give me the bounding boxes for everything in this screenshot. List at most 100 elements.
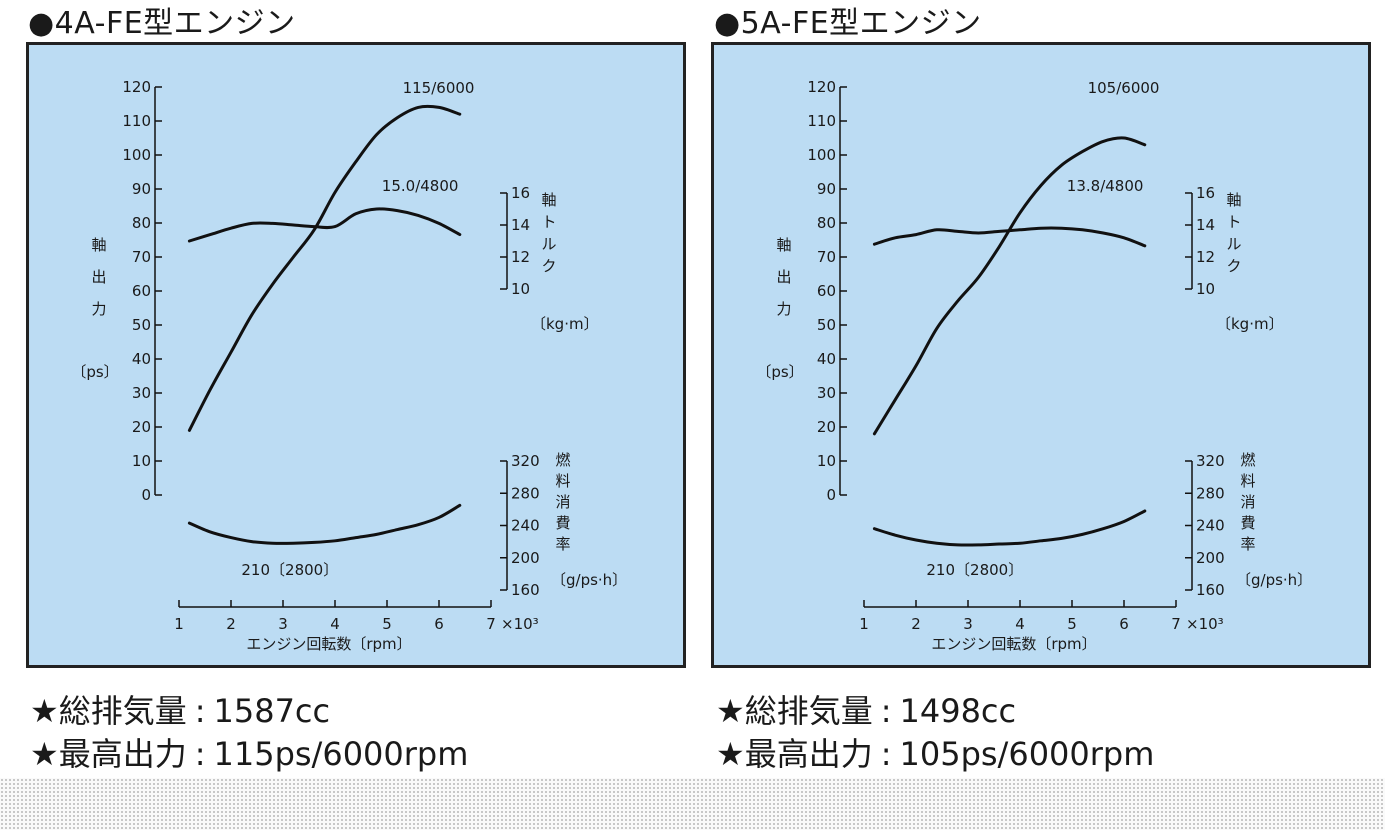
chart-5a-x-tick-label: 7 (1171, 615, 1181, 633)
chart-5a-torque-tick-label: 16 (1196, 184, 1215, 202)
chart-5a-torque-tick-label: 12 (1196, 248, 1215, 266)
specs-4a: ★総排気量:1587cc ★最高出力:115ps/6000rpm (30, 690, 468, 776)
chart-4a-power-peak-label: 115/6000 (403, 79, 475, 97)
chart-4a-x-tick-label: 5 (382, 615, 392, 633)
chart-5a-power-tick-label: 60 (817, 282, 836, 300)
chart-5a-torque-peak-label: 13.8/4800 (1067, 177, 1144, 195)
chart-4a-power-tick-label: 50 (132, 316, 151, 334)
chart-svg-5a: 0102030405060708090100110120軸出力〔ps〕10121… (756, 78, 1312, 653)
chart-4a-power-axis-label: 力 (91, 300, 106, 318)
chart-4a-power-unit: 〔ps〕 (71, 363, 118, 381)
chart-5a-x-axis-label: エンジン回転数〔rpm〕 (931, 635, 1096, 653)
chart-5a-torque-curve (872, 226, 1147, 248)
chart-5a-power-tick-label: 30 (817, 384, 836, 402)
chart-5a-power-peak-label: 105/6000 (1088, 79, 1160, 97)
chart-4a-x-axis-label: エンジン回転数〔rpm〕 (246, 635, 411, 653)
chart-5a-fuel-axis-label: 料 (1240, 472, 1255, 490)
chart-4a-fuel-tick-label: 160 (511, 581, 540, 599)
chart-4a-torque-axis-label: ル (541, 235, 556, 253)
chart-5a-power-axis-label: 軸 (776, 236, 791, 254)
chart-5a-torque-axis-label: ク (1226, 257, 1241, 275)
chart-4a-fuel-axis-label: 消 (555, 493, 570, 511)
chart-4a-power-tick-label: 40 (132, 350, 151, 368)
chart-5a-torque-tick-label: 10 (1196, 280, 1215, 298)
chart-4a-fuel-curve (187, 503, 462, 545)
chart-5a-power-tick-label: 120 (807, 78, 836, 96)
chart-5a-fuel-tick-label: 200 (1196, 549, 1225, 567)
chart-4a-power-tick-label: 110 (122, 112, 151, 130)
chart-5a-fuel-curve (872, 509, 1147, 547)
chart-5a-x-tick-label: 4 (1015, 615, 1025, 633)
chart-5a-torque-axis-label: ト (1226, 213, 1241, 231)
spec-power-5a: ★最高出力:105ps/6000rpm (716, 735, 1155, 773)
chart-4a-fuel-tick-label: 240 (511, 517, 540, 535)
chart-4a-torque-axis-label: 軸 (541, 191, 556, 209)
chart-4a-torque-axis-label: ク (541, 257, 556, 275)
chart-5a-power-tick-label: 20 (817, 418, 836, 436)
chart-5a-torque-axis-label: ル (1226, 235, 1241, 253)
chart-5a-fuel-axis-label: 消 (1240, 493, 1255, 511)
chart-5a-torque-axis-label: 軸 (1226, 191, 1241, 209)
chart-5a-power-tick-label: 110 (807, 112, 836, 130)
chart-panel-5a: 0 10 20 30 40 50 60 70 80 90 100 110 120 軸出力〔ps〕 10 12 1… (711, 42, 1371, 668)
chart-4a-power-tick-label: 30 (132, 384, 151, 402)
chart-4a-fuel-tick-label: 200 (511, 549, 540, 567)
chart-5a-power-axis-label: 出 (776, 268, 791, 286)
chart-4a-torque-peak-label: 15.0/4800 (382, 177, 459, 195)
chart-4a-power-tick-label: 80 (132, 214, 151, 232)
chart-4a-x-tick-label: 3 (278, 615, 288, 633)
chart-5a-fuel-tick-label: 320 (1196, 452, 1225, 470)
chart-4a-power-tick-label: 120 (122, 78, 151, 96)
chart-4a-power-curve (187, 104, 462, 432)
chart-5a-power-tick-label: 70 (817, 248, 836, 266)
chart-5a-torque-tick-label: 14 (1196, 216, 1215, 234)
specs-5a: ★総排気量:1498cc ★最高出力:105ps/6000rpm (716, 690, 1154, 776)
chart-4a-torque-tick-label: 16 (511, 184, 530, 202)
chart-5a-x-unit: ×10³ (1186, 615, 1224, 633)
chart-5a-power-tick-label: 90 (817, 180, 836, 198)
chart-5a-power-tick-label: 50 (817, 316, 836, 334)
spec-displacement-4a: ★総排気量:1587cc (30, 692, 331, 730)
chart-svg-4a: 0102030405060708090100110120軸出力〔ps〕10121… (71, 78, 627, 653)
chart-4a-power-tick-label: 20 (132, 418, 151, 436)
chart-5a-x-tick-label: 3 (963, 615, 973, 633)
chart-4a-torque-curve (187, 207, 462, 243)
chart-5a-power-tick-label: 100 (807, 146, 836, 164)
chart-5a-fuel-min-label: 210〔2800〕 (926, 561, 1023, 579)
chart-5a-fuel-tick-label: 240 (1196, 517, 1225, 535)
chart-4a-power-tick-label: 60 (132, 282, 151, 300)
chart-4a-torque-axis-label: ト (541, 213, 556, 231)
chart-4a-fuel-unit: 〔g/ps·h〕 (551, 571, 627, 589)
chart-5a-x-tick-label: 2 (911, 615, 921, 633)
chart-5a-x-tick-label: 1 (859, 615, 869, 633)
chart-5a-x-tick-label: 5 (1067, 615, 1077, 633)
spec-power-4a: ★最高出力:115ps/6000rpm (30, 735, 469, 773)
chart-4a-x-unit: ×10³ (501, 615, 539, 633)
chart-4a-power-axis-label: 軸 (91, 236, 106, 254)
chart-5a-torque-unit: 〔kg·m〕 (1216, 315, 1284, 333)
chart-4a-x-tick-label: 2 (226, 615, 236, 633)
chart-5a-fuel-tick-label: 160 (1196, 581, 1225, 599)
chart-4a-x-tick-label: 1 (174, 615, 184, 633)
chart-4a-torque-tick-label: 12 (511, 248, 530, 266)
chart-5a-fuel-axis-label: 率 (1240, 535, 1255, 553)
chart-4a-fuel-tick-label: 320 (511, 452, 540, 470)
chart-5a-x-tick-label: 6 (1119, 615, 1129, 633)
chart-4a-torque-tick-label: 14 (511, 216, 530, 234)
chart-4a-power-axis-label: 出 (91, 268, 106, 286)
chart-4a-fuel-axis-label: 費 (555, 514, 570, 532)
chart-4a-x-tick-label: 6 (434, 615, 444, 633)
chart-4a-fuel-axis-label: 料 (555, 472, 570, 490)
chart-5a-power-tick-label: 40 (817, 350, 836, 368)
chart-5a-power-tick-label: 0 (826, 486, 836, 504)
chart-4a-power-tick-label: 70 (132, 248, 151, 266)
heading-5a: ●5A-FE型エンジン (714, 6, 982, 41)
chart-4a-power-tick-label: 10 (132, 452, 151, 470)
chart-4a-x-tick-label: 7 (486, 615, 496, 633)
chart-5a-fuel-axis-label: 費 (1240, 514, 1255, 532)
chart-5a-fuel-tick-label: 280 (1196, 484, 1225, 502)
chart-5a-power-axis-label: 力 (776, 300, 791, 318)
chart-4a-fuel-axis-label: 率 (555, 535, 570, 553)
chart-4a-power-tick-label: 0 (141, 486, 151, 504)
chart-4a-torque-tick-label: 10 (511, 280, 530, 298)
